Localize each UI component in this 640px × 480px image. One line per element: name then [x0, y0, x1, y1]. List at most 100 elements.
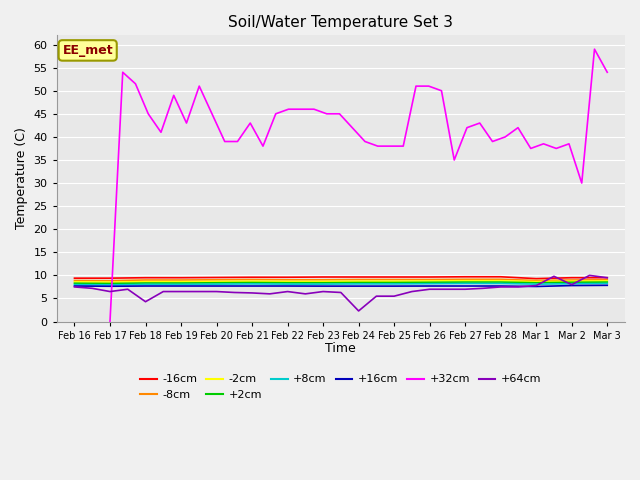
+2cm [568, 279, 575, 285]
+16cm [426, 283, 433, 289]
+8cm [568, 281, 575, 287]
-16cm [497, 274, 504, 280]
+64cm [337, 289, 345, 295]
-2cm [212, 278, 220, 284]
-2cm [70, 279, 78, 285]
-16cm [461, 274, 469, 280]
+2cm [604, 279, 611, 285]
+32cm [476, 120, 484, 126]
+32cm [501, 134, 509, 140]
+8cm [319, 281, 327, 287]
+16cm [141, 283, 149, 289]
+64cm [390, 293, 398, 299]
+32cm [552, 145, 560, 151]
+64cm [568, 282, 575, 288]
+8cm [177, 281, 185, 287]
+16cm [248, 283, 256, 289]
+32cm [157, 130, 165, 135]
+32cm [195, 83, 203, 89]
+8cm [212, 281, 220, 287]
-16cm [70, 276, 78, 281]
+16cm [319, 283, 327, 289]
-16cm [568, 275, 575, 281]
+32cm [438, 88, 445, 94]
+32cm [234, 139, 241, 144]
+8cm [141, 281, 149, 287]
-2cm [461, 278, 469, 284]
Line: -8cm: -8cm [74, 279, 607, 281]
+2cm [532, 280, 540, 286]
+64cm [444, 287, 451, 292]
-2cm [141, 279, 149, 285]
+64cm [124, 287, 132, 292]
+64cm [497, 284, 504, 290]
-2cm [106, 279, 114, 285]
+64cm [88, 286, 96, 291]
Title: Soil/Water Temperature Set 3: Soil/Water Temperature Set 3 [228, 15, 453, 30]
+64cm [604, 275, 611, 281]
Line: +64cm: +64cm [74, 276, 607, 311]
+2cm [248, 280, 256, 286]
+32cm [323, 111, 331, 117]
+32cm [489, 139, 497, 144]
+64cm [177, 288, 185, 294]
+2cm [284, 280, 291, 286]
+64cm [301, 291, 309, 297]
+32cm [119, 70, 127, 75]
+32cm [348, 125, 356, 131]
-8cm [568, 277, 575, 283]
+64cm [212, 288, 220, 294]
-2cm [177, 279, 185, 285]
+32cm [335, 111, 343, 117]
Line: -2cm: -2cm [74, 281, 607, 282]
+32cm [106, 319, 114, 324]
-16cm [319, 274, 327, 280]
+32cm [514, 125, 522, 131]
-8cm [70, 277, 78, 283]
+64cm [532, 283, 540, 288]
+32cm [221, 139, 228, 144]
+8cm [284, 281, 291, 287]
+8cm [532, 281, 540, 287]
-8cm [497, 276, 504, 282]
+2cm [106, 281, 114, 287]
+64cm [159, 288, 167, 294]
+32cm [182, 120, 190, 126]
+64cm [372, 293, 380, 299]
+2cm [212, 280, 220, 286]
-16cm [106, 276, 114, 281]
+32cm [132, 81, 140, 87]
+16cm [532, 284, 540, 289]
+32cm [578, 180, 586, 186]
+8cm [390, 281, 398, 287]
+64cm [550, 274, 558, 279]
-8cm [604, 277, 611, 283]
+8cm [106, 282, 114, 288]
+16cm [106, 283, 114, 289]
+2cm [70, 280, 78, 286]
+64cm [319, 288, 327, 294]
+32cm [591, 46, 598, 52]
-8cm [212, 277, 220, 283]
-2cm [355, 278, 362, 284]
+32cm [310, 106, 318, 112]
+64cm [106, 288, 114, 294]
+64cm [515, 284, 522, 290]
+2cm [177, 280, 185, 286]
Text: EE_met: EE_met [62, 44, 113, 57]
+32cm [399, 143, 407, 149]
-16cm [390, 274, 398, 280]
-2cm [390, 278, 398, 284]
-2cm [532, 279, 540, 285]
Line: +8cm: +8cm [74, 284, 607, 285]
+32cm [412, 83, 420, 89]
-16cm [532, 276, 540, 281]
-16cm [141, 275, 149, 281]
+32cm [451, 157, 458, 163]
-2cm [497, 278, 504, 284]
+16cm [212, 283, 220, 289]
+64cm [248, 290, 256, 296]
Line: -16cm: -16cm [74, 277, 607, 278]
+2cm [390, 280, 398, 286]
-2cm [248, 278, 256, 284]
